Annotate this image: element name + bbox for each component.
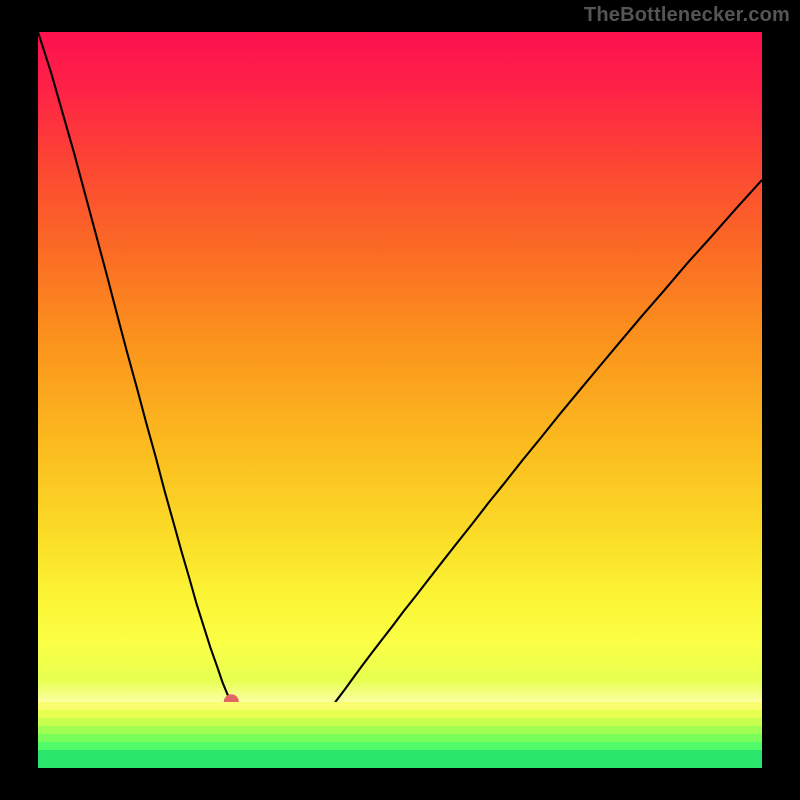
gradient-band bbox=[38, 702, 762, 710]
curve-layer bbox=[38, 32, 762, 768]
watermark-text: TheBottlenecker.com bbox=[584, 4, 790, 27]
gradient-band bbox=[38, 734, 762, 742]
plot-area bbox=[38, 32, 762, 768]
gradient-band bbox=[38, 710, 762, 718]
bottleneck-curve bbox=[38, 32, 762, 756]
figure-canvas: TheBottlenecker.com bbox=[0, 0, 800, 800]
gradient-band bbox=[38, 718, 762, 726]
gradient-band bbox=[38, 742, 762, 750]
gradient-band bbox=[38, 726, 762, 734]
gradient-band bbox=[38, 750, 762, 768]
